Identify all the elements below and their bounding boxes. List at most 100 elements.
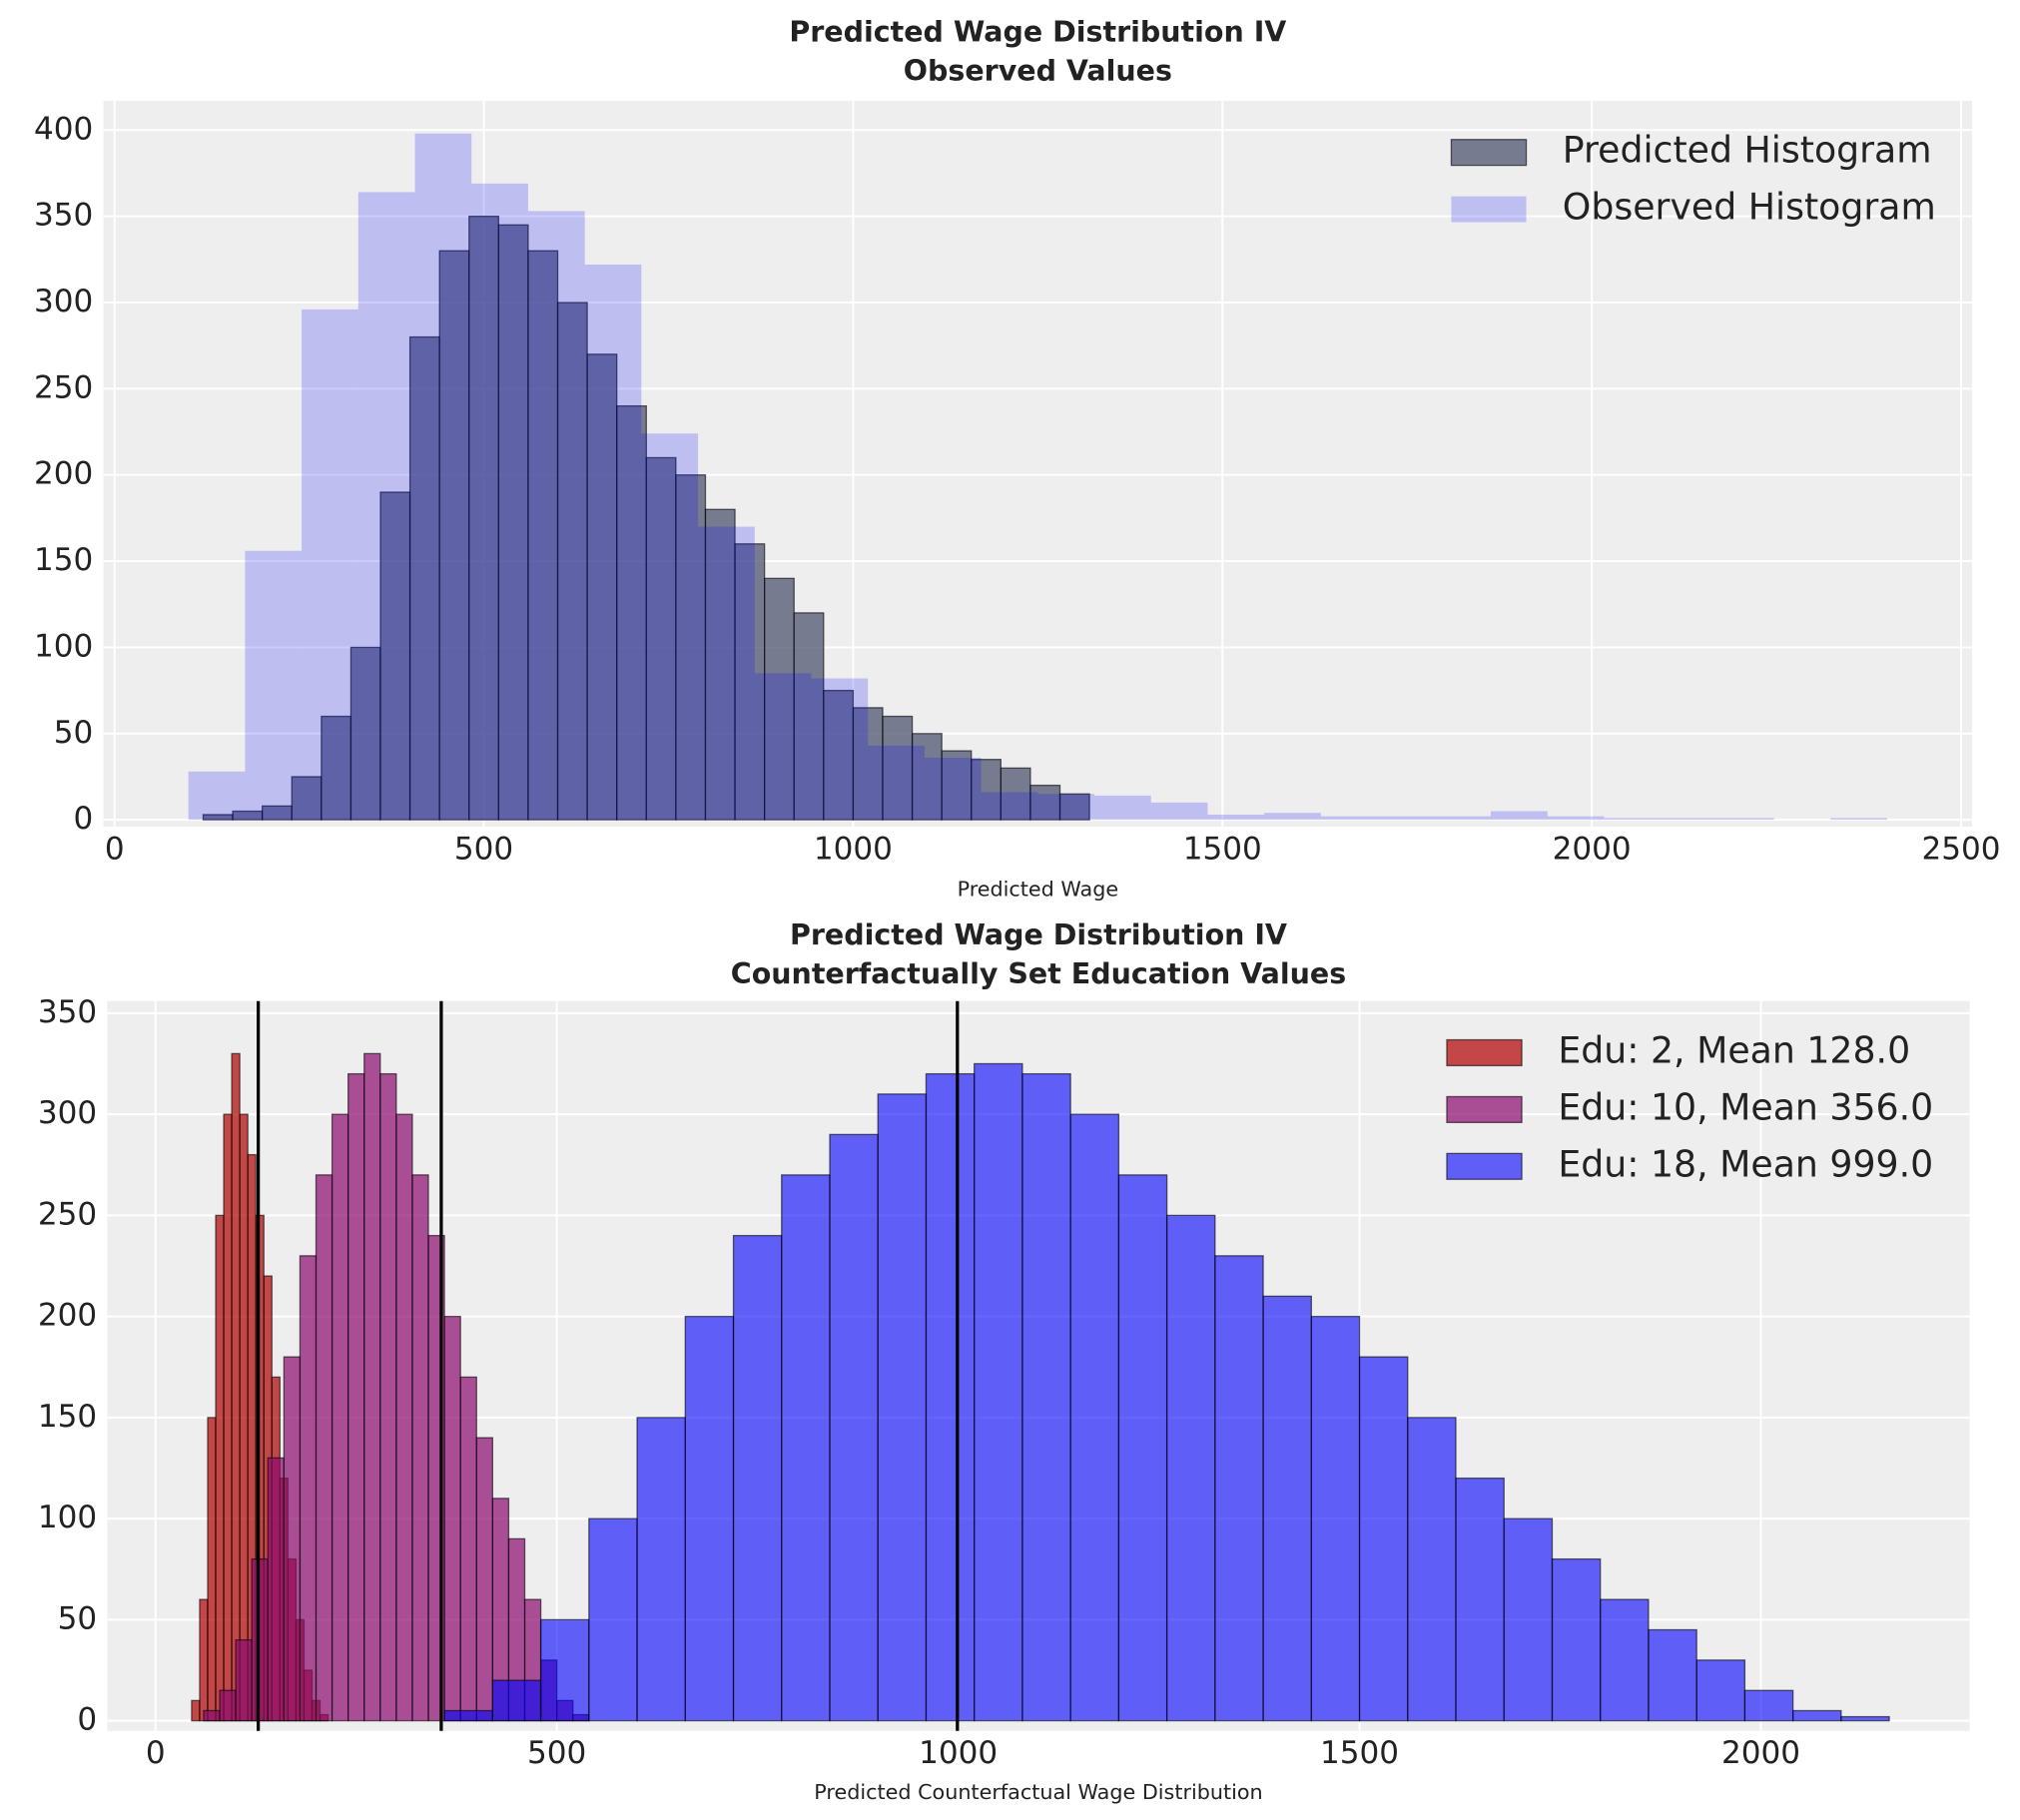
histogram-bar [1310, 1315, 1361, 1722]
legend-label: Predicted Histogram [1563, 129, 1932, 172]
histogram-bar [1830, 818, 1888, 821]
histogram-bar [1264, 813, 1321, 821]
histogram-bar [925, 1072, 976, 1722]
histogram-bar [283, 1356, 302, 1722]
histogram-bar [1377, 816, 1435, 821]
y-tick-label: 400 [34, 111, 93, 147]
histogram-bar [471, 183, 528, 821]
histogram-bar [1165, 1214, 1216, 1722]
y-tick-label: 50 [58, 1600, 98, 1636]
histogram-bar [781, 1174, 831, 1722]
histogram-bar [219, 1689, 237, 1722]
histogram-bar [1407, 1417, 1457, 1722]
histogram-bar [1600, 1598, 1650, 1722]
histogram-bar [395, 1113, 413, 1722]
histogram-bar [793, 612, 825, 821]
histogram-bar [1547, 816, 1605, 821]
histogram-bar [1262, 1295, 1312, 1722]
histogram-bar [1491, 811, 1548, 821]
y-tick-label: 350 [34, 198, 93, 234]
histogram-bar [363, 1052, 381, 1722]
histogram-bar [1455, 1477, 1505, 1722]
y-tick-label: 200 [38, 1298, 97, 1334]
x-tick-label: 2500 [1921, 831, 2000, 867]
histogram-bar [299, 1255, 318, 1722]
y-tick-label: 350 [38, 994, 97, 1030]
histogram-bar [1648, 1628, 1697, 1722]
legend-swatch [1446, 1095, 1523, 1123]
histogram-bar [1037, 794, 1095, 821]
histogram-bar [584, 264, 642, 821]
y-tick-label: 250 [34, 369, 93, 405]
histogram-bar [1434, 816, 1492, 821]
histogram-bar [1150, 802, 1208, 821]
legend-label: Edu: 10, Mean 356.0 [1558, 1085, 1933, 1128]
histogram-bar [203, 1709, 221, 1722]
x-tick-label: 1500 [1320, 1735, 1399, 1771]
histogram-bar [1503, 1517, 1554, 1722]
y-tick-label: 100 [34, 628, 93, 664]
histogram-bar [1094, 795, 1151, 821]
histogram-bar [302, 308, 358, 821]
histogram-bar [235, 1638, 253, 1722]
histogram-bar [245, 550, 303, 821]
x-axis-label: Predicted Wage [958, 877, 1119, 901]
histogram-bar [539, 1618, 590, 1722]
y-tick-label: 150 [34, 542, 93, 578]
y-tick-label: 50 [54, 715, 94, 751]
histogram-bar [199, 1598, 209, 1722]
histogram-bar [231, 1052, 241, 1722]
y-tick-label: 300 [38, 1095, 97, 1131]
histogram-bar [1358, 1356, 1409, 1722]
x-tick-label: 1000 [814, 831, 893, 867]
histogram-bar [1791, 1709, 1842, 1722]
histogram-bar [1207, 814, 1265, 821]
histogram-bar [556, 302, 588, 821]
histogram-bar [811, 678, 869, 821]
histogram-bar [1069, 1113, 1120, 1722]
histogram-bar [924, 757, 982, 821]
legend-swatch [1451, 196, 1527, 223]
histogram-bar [974, 1062, 1023, 1722]
legend-swatch [1450, 139, 1528, 167]
histogram-bar [616, 404, 647, 821]
histogram-bar [443, 1709, 494, 1722]
histogram-bar [491, 1679, 542, 1722]
histogram-bar [764, 577, 795, 821]
y-tick-label: 100 [38, 1500, 97, 1535]
histogram-bar [1551, 1557, 1602, 1722]
histogram-bar [459, 1376, 477, 1722]
histogram-bar [588, 1517, 638, 1722]
histogram-bar [1743, 1689, 1794, 1722]
legend-swatch [1446, 1152, 1523, 1180]
x-tick-label: 1500 [1183, 831, 1262, 867]
histogram-bar [981, 792, 1038, 821]
histogram-bar [239, 1113, 249, 1722]
y-tick-label: 200 [34, 456, 93, 492]
histogram-bar [1695, 1659, 1746, 1722]
legend-label: Edu: 2, Mean 128.0 [1558, 1028, 1910, 1071]
histogram-bar [475, 1437, 494, 1722]
histogram-bar [267, 1457, 285, 1722]
histogram-bar [291, 776, 323, 821]
histogram-bar [645, 456, 677, 821]
y-tick-label: 0 [77, 1702, 97, 1738]
histogram-bar [315, 1174, 334, 1722]
x-tick-label: 0 [105, 831, 125, 867]
histogram-bar [527, 250, 559, 821]
histogram-bar [911, 733, 943, 821]
legend-label: Observed Histogram [1563, 186, 1936, 229]
histogram-bar [971, 759, 1003, 821]
chart-subtitle: Observed Values [904, 54, 1172, 87]
histogram-bar [852, 707, 884, 821]
histogram-bar [223, 1113, 233, 1722]
histogram-bar [191, 1699, 201, 1722]
x-tick-label: 0 [146, 1735, 166, 1771]
histogram-bar [698, 526, 755, 821]
histogram-bar [357, 192, 415, 821]
histogram-bar [215, 1214, 225, 1722]
histogram-bar [331, 1113, 349, 1722]
legend-label: Edu: 18, Mean 999.0 [1558, 1142, 1933, 1185]
histogram-bar [641, 433, 699, 821]
histogram-bar [1716, 818, 1774, 821]
